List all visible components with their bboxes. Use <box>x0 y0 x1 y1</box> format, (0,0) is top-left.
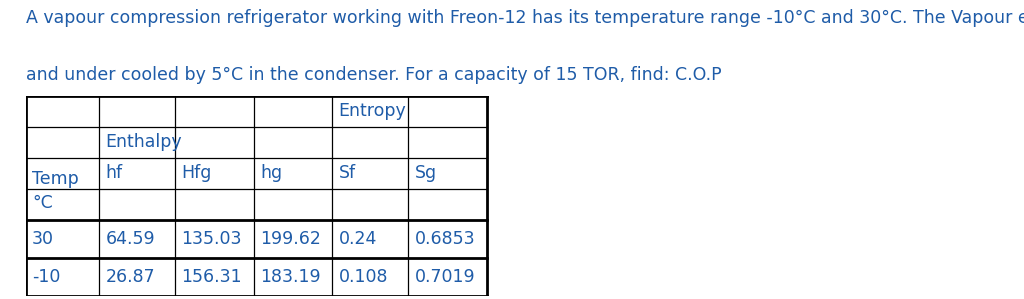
Text: Temp: Temp <box>32 170 79 188</box>
Text: 26.87: 26.87 <box>105 268 155 286</box>
Text: 0.6853: 0.6853 <box>415 230 475 248</box>
Text: 0.24: 0.24 <box>339 230 377 248</box>
Text: 183.19: 183.19 <box>260 268 321 286</box>
Text: Sf: Sf <box>339 164 356 182</box>
Text: Enthalpy: Enthalpy <box>105 133 182 151</box>
Text: 199.62: 199.62 <box>260 230 321 248</box>
Text: 30: 30 <box>32 230 54 248</box>
Text: 0.7019: 0.7019 <box>415 268 475 286</box>
Text: A vapour compression refrigerator working with Freon-12 has its temperature rang: A vapour compression refrigerator workin… <box>26 9 1024 27</box>
Text: 64.59: 64.59 <box>105 230 155 248</box>
Text: hg: hg <box>260 164 283 182</box>
Text: 156.31: 156.31 <box>181 268 242 286</box>
Text: 0.108: 0.108 <box>339 268 388 286</box>
Text: hf: hf <box>105 164 123 182</box>
Text: 135.03: 135.03 <box>181 230 242 248</box>
Text: and under cooled by 5°C in the condenser. For a capacity of 15 TOR, find: C.O.P: and under cooled by 5°C in the condenser… <box>26 66 721 84</box>
Text: -10: -10 <box>32 268 60 286</box>
Text: Sg: Sg <box>415 164 437 182</box>
Text: Hfg: Hfg <box>181 164 212 182</box>
Text: Entropy: Entropy <box>339 102 407 120</box>
Text: °C: °C <box>32 194 53 212</box>
